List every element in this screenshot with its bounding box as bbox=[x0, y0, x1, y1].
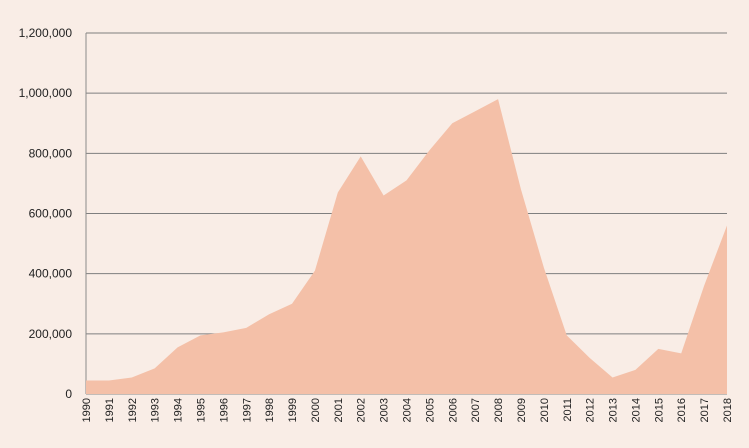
x-tick-label: 2008 bbox=[493, 398, 505, 422]
x-tick-label: 2016 bbox=[676, 398, 688, 422]
x-tick-label: 1995 bbox=[195, 398, 207, 422]
y-tick-label: 600,000 bbox=[29, 207, 73, 221]
x-tick-label: 2001 bbox=[333, 398, 345, 422]
x-tick-label: 2007 bbox=[470, 398, 482, 422]
x-tick-label: 2014 bbox=[630, 398, 642, 422]
y-tick-label: 800,000 bbox=[29, 146, 73, 160]
x-tick-label: 2017 bbox=[699, 398, 711, 422]
x-tick-label: 1991 bbox=[104, 398, 116, 422]
y-axis-ticks: 0 200,000 400,000 600,000 800,000 1,000,000 1,… bbox=[19, 26, 73, 401]
series-area bbox=[86, 99, 727, 394]
y-tick-label: 1,000,000 bbox=[19, 86, 73, 100]
x-tick-label: 2000 bbox=[310, 398, 322, 422]
x-tick-label: 1996 bbox=[218, 398, 230, 422]
y-tick-label: 200,000 bbox=[29, 327, 73, 341]
x-tick-label: 1994 bbox=[173, 398, 185, 422]
x-tick-label: 2012 bbox=[585, 398, 597, 422]
x-tick-label: 2010 bbox=[539, 398, 551, 422]
x-tick-label: 1997 bbox=[241, 398, 253, 422]
x-tick-label: 2005 bbox=[424, 398, 436, 422]
x-tick-label: 1990 bbox=[81, 398, 93, 422]
x-tick-label: 2003 bbox=[379, 398, 391, 422]
x-tick-label: 2015 bbox=[653, 398, 665, 422]
x-axis-ticks: 1990 1991 1992 1993 1994 1995 1996 1997 1998 1999… bbox=[81, 398, 734, 422]
x-tick-label: 2009 bbox=[516, 398, 528, 422]
x-tick-label: 2013 bbox=[608, 398, 620, 422]
x-tick-label: 1992 bbox=[127, 398, 139, 422]
y-tick-label: 0 bbox=[65, 387, 72, 401]
x-tick-label: 1998 bbox=[264, 398, 276, 422]
x-tick-label: 2002 bbox=[356, 398, 368, 422]
x-tick-label: 2011 bbox=[562, 398, 574, 422]
x-tick-label: 1993 bbox=[150, 398, 162, 422]
area-series bbox=[86, 99, 727, 394]
y-tick-label: 400,000 bbox=[29, 267, 73, 281]
x-tick-label: 2006 bbox=[447, 398, 459, 422]
y-tick-label: 1,200,000 bbox=[19, 26, 73, 40]
x-tick-label: 2004 bbox=[402, 398, 414, 422]
x-tick-label: 1999 bbox=[287, 398, 299, 422]
x-tick-label: 2018 bbox=[722, 398, 734, 422]
